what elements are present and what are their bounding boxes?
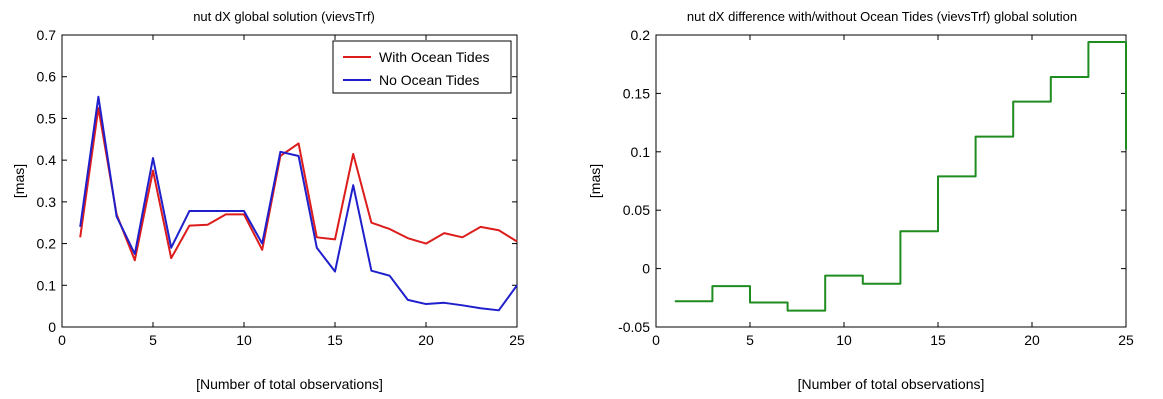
- series-line-1: [79, 95, 518, 312]
- y-tick-label: 0.3: [37, 194, 57, 210]
- x-tick-label: 5: [149, 332, 157, 348]
- plot-area: [61, 34, 518, 328]
- series-line-0: [79, 107, 518, 262]
- y-axis-label: [mas]: [11, 164, 27, 198]
- y-tick-label: 0.2: [631, 27, 651, 43]
- x-tick-label: 0: [652, 332, 660, 348]
- chart-right: nut dX difference with/without Ocean Tid…: [587, 9, 1134, 392]
- x-tick-label: 25: [509, 332, 525, 348]
- y-tick-label: 0.05: [623, 202, 650, 218]
- x-axis-label: [Number of total observations]: [798, 376, 985, 392]
- x-tick-label: 20: [1024, 332, 1040, 348]
- y-tick-label: 0: [642, 261, 650, 277]
- y-tick-label: 0.2: [37, 236, 57, 252]
- x-axis-label: [Number of total observations]: [196, 376, 383, 392]
- legend-label: No Ocean Tides: [379, 72, 479, 88]
- y-tick-label: 0.4: [37, 152, 57, 168]
- x-tick-label: 5: [746, 332, 754, 348]
- chart-left: nut dX global solution (vievsTrf) 0 5 10 15 2…: [11, 9, 525, 392]
- x-tick-label: 10: [836, 332, 852, 348]
- y-axis-label: [mas]: [587, 164, 603, 198]
- plot-area: [655, 34, 1127, 328]
- x-tick-label: 20: [418, 332, 434, 348]
- chart-title: nut dX global solution (vievsTrf): [193, 9, 375, 24]
- y-tick-label: 0.1: [631, 144, 651, 160]
- legend-label: With Ocean Tides: [379, 49, 490, 65]
- x-tick-label: 0: [58, 332, 66, 348]
- series-line-0: [674, 41, 1127, 312]
- y-tick-label: 0: [48, 319, 56, 335]
- x-tick-label: 10: [236, 332, 252, 348]
- x-tick-label: 15: [930, 332, 946, 348]
- y-tick-label: 0.6: [37, 69, 57, 85]
- y-tick-label: -0.05: [618, 319, 650, 335]
- y-tick-label: 0.1: [37, 277, 57, 293]
- y-tick-label: 0.5: [37, 110, 57, 126]
- x-tick-label: 15: [327, 332, 343, 348]
- x-tick-label: 25: [1118, 332, 1134, 348]
- chart-title: nut dX difference with/without Ocean Tid…: [687, 9, 1077, 24]
- legend: With Ocean Tides No Ocean Tides: [332, 40, 512, 94]
- legend-box: [332, 40, 512, 94]
- y-tick-label: 0.7: [37, 27, 57, 43]
- y-tick-label: 0.15: [623, 85, 650, 101]
